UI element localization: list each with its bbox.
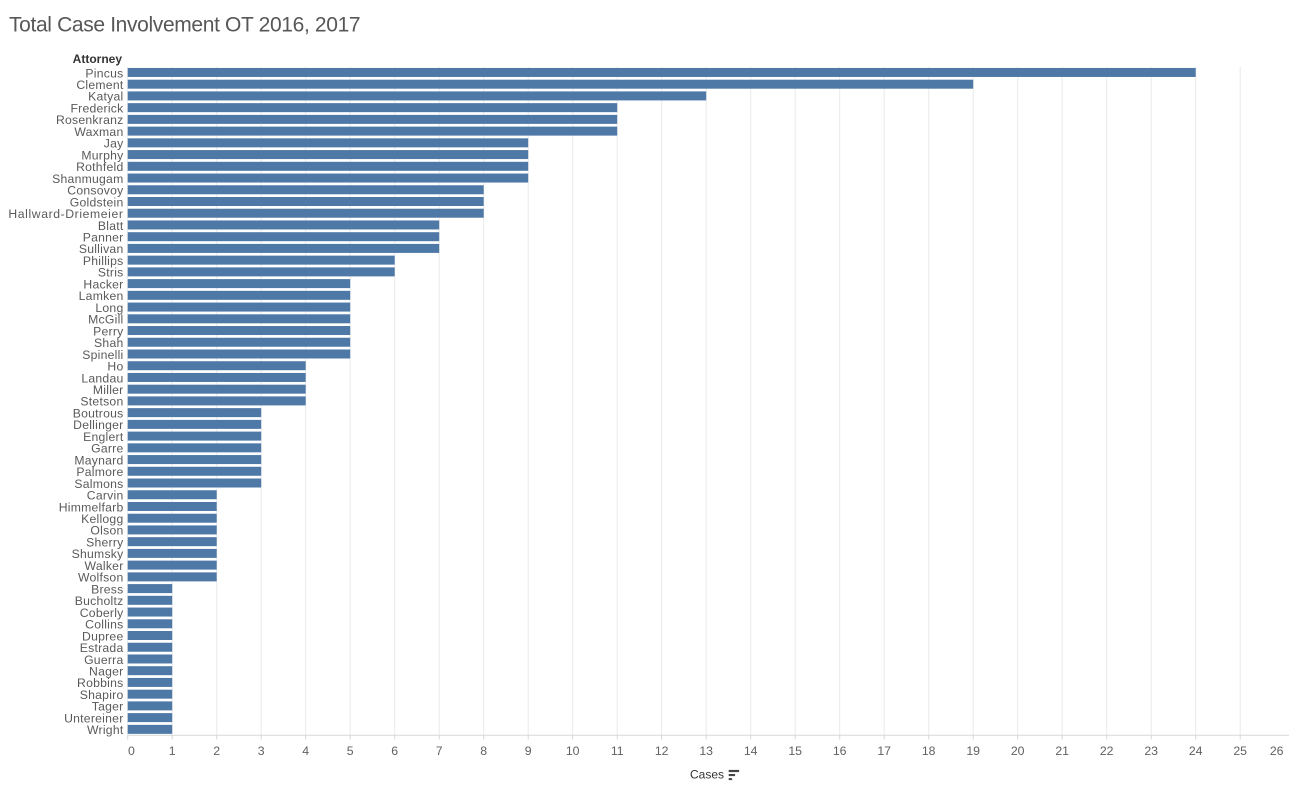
svg-text:Consovoy: Consovoy xyxy=(67,184,124,198)
svg-text:15: 15 xyxy=(788,744,802,758)
svg-text:2: 2 xyxy=(213,744,220,758)
svg-text:Phillips: Phillips xyxy=(83,254,124,268)
svg-text:0: 0 xyxy=(128,744,135,758)
svg-text:11: 11 xyxy=(611,744,624,758)
svg-text:10: 10 xyxy=(566,744,580,758)
svg-text:Stetson: Stetson xyxy=(80,395,123,409)
svg-text:Maynard: Maynard xyxy=(74,453,123,467)
svg-text:Shanmugam: Shanmugam xyxy=(52,172,123,186)
svg-text:Estrada: Estrada xyxy=(80,641,124,655)
svg-text:24: 24 xyxy=(1189,744,1203,758)
svg-text:Jay: Jay xyxy=(104,137,124,151)
svg-text:Hacker: Hacker xyxy=(83,277,123,291)
svg-text:17: 17 xyxy=(877,744,891,758)
svg-text:Untereiner: Untereiner xyxy=(64,711,123,725)
svg-text:Frederick: Frederick xyxy=(70,101,124,115)
svg-text:Salmons: Salmons xyxy=(74,477,123,491)
svg-text:Spinelli: Spinelli xyxy=(82,348,123,362)
svg-text:22: 22 xyxy=(1100,744,1114,758)
svg-text:Himmelfarb: Himmelfarb xyxy=(59,500,124,514)
svg-text:Miller: Miller xyxy=(93,383,124,397)
svg-text:Dupree: Dupree xyxy=(82,629,123,643)
svg-text:Panner: Panner xyxy=(83,230,124,244)
svg-text:Pincus: Pincus xyxy=(85,66,123,80)
svg-text:Wolfson: Wolfson xyxy=(78,571,124,585)
svg-text:23: 23 xyxy=(1144,744,1158,758)
svg-text:Olson: Olson xyxy=(90,524,123,538)
svg-text:Perry: Perry xyxy=(93,324,124,338)
svg-text:Bucholtz: Bucholtz xyxy=(75,594,124,608)
svg-text:Bress: Bress xyxy=(91,582,123,596)
svg-text:Hallward-Driemeier: Hallward-Driemeier xyxy=(8,207,123,221)
svg-text:Coberly: Coberly xyxy=(80,606,124,620)
svg-text:Total Case Involvement OT 2016: Total Case Involvement OT 2016, 2017 xyxy=(9,13,360,36)
svg-text:18: 18 xyxy=(922,744,936,758)
svg-text:Sullivan: Sullivan xyxy=(79,242,124,256)
svg-text:Cases: Cases xyxy=(690,767,724,781)
svg-text:Goldstein: Goldstein xyxy=(70,195,124,209)
svg-text:6: 6 xyxy=(391,744,398,758)
svg-text:Shapiro: Shapiro xyxy=(80,688,124,702)
svg-text:Landau: Landau xyxy=(81,371,123,385)
svg-text:Collins: Collins xyxy=(85,618,123,632)
svg-text:Carvin: Carvin xyxy=(87,489,124,503)
svg-text:Robbins: Robbins xyxy=(77,676,123,690)
svg-text:25: 25 xyxy=(1233,744,1247,758)
svg-text:13: 13 xyxy=(699,744,713,758)
svg-text:Murphy: Murphy xyxy=(81,148,124,162)
svg-text:Nager: Nager xyxy=(89,665,123,679)
svg-text:Attorney: Attorney xyxy=(73,52,123,66)
svg-text:Stris: Stris xyxy=(98,266,124,280)
svg-text:Rosenkranz: Rosenkranz xyxy=(56,113,124,127)
svg-text:Clement: Clement xyxy=(76,78,123,92)
svg-text:Waxman: Waxman xyxy=(74,125,123,139)
svg-text:8: 8 xyxy=(480,744,487,758)
svg-text:12: 12 xyxy=(655,744,669,758)
svg-text:Englert: Englert xyxy=(83,430,124,444)
svg-text:20: 20 xyxy=(1011,744,1025,758)
svg-text:Palmore: Palmore xyxy=(76,465,123,479)
svg-text:Wright: Wright xyxy=(87,723,124,737)
svg-text:Sherry: Sherry xyxy=(86,535,124,549)
svg-text:3: 3 xyxy=(258,744,265,758)
svg-text:Walker: Walker xyxy=(85,559,124,573)
svg-text:Rothfeld: Rothfeld xyxy=(76,160,123,174)
svg-text:Garre: Garre xyxy=(91,442,123,456)
svg-text:14: 14 xyxy=(744,744,758,758)
svg-text:Guerra: Guerra xyxy=(84,653,123,667)
svg-text:Ho: Ho xyxy=(107,360,123,374)
svg-text:Lamken: Lamken xyxy=(79,289,124,303)
svg-text:Tager: Tager xyxy=(92,700,124,714)
svg-text:Kellogg: Kellogg xyxy=(81,512,123,526)
svg-text:Dellinger: Dellinger xyxy=(73,418,123,432)
svg-text:Shah: Shah xyxy=(94,336,123,350)
svg-text:16: 16 xyxy=(833,744,847,758)
svg-text:19: 19 xyxy=(966,744,980,758)
svg-text:21: 21 xyxy=(1055,744,1069,758)
svg-text:7: 7 xyxy=(436,744,443,758)
svg-text:9: 9 xyxy=(525,744,532,758)
svg-text:26: 26 xyxy=(1270,744,1284,758)
svg-text:Katyal: Katyal xyxy=(88,90,123,104)
svg-text:Shumsky: Shumsky xyxy=(72,547,125,561)
svg-text:Blatt: Blatt xyxy=(98,219,124,233)
svg-text:1: 1 xyxy=(169,744,176,758)
svg-text:Boutrous: Boutrous xyxy=(73,406,124,420)
svg-text:4: 4 xyxy=(302,744,309,758)
svg-text:5: 5 xyxy=(347,744,354,758)
svg-text:Long: Long xyxy=(95,301,123,315)
svg-text:McGill: McGill xyxy=(88,313,123,327)
